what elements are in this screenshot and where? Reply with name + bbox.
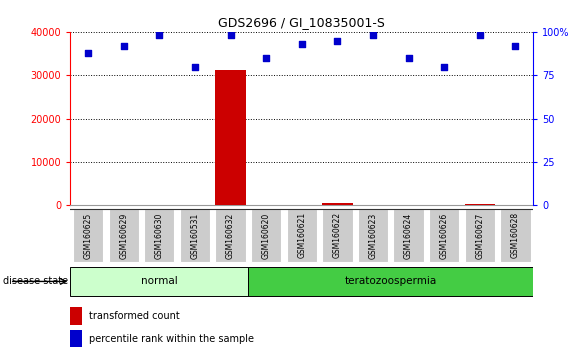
Bar (322, 202, 353, 205)
Point (190, 64, 200, 69)
FancyBboxPatch shape (251, 209, 281, 262)
FancyBboxPatch shape (248, 267, 533, 296)
FancyBboxPatch shape (70, 267, 248, 296)
Point (333, 38, 342, 44)
Text: GSM160621: GSM160621 (297, 212, 306, 258)
FancyBboxPatch shape (144, 209, 175, 262)
Point (155, 33, 164, 38)
FancyBboxPatch shape (216, 209, 246, 262)
FancyBboxPatch shape (465, 209, 495, 262)
FancyBboxPatch shape (500, 209, 530, 262)
Text: GSM160623: GSM160623 (369, 212, 377, 258)
FancyBboxPatch shape (73, 209, 103, 262)
Text: GSM160627: GSM160627 (475, 212, 485, 258)
Point (369, 33, 378, 38)
Bar (465, 204, 495, 205)
Text: GSM160620: GSM160620 (262, 212, 271, 258)
FancyBboxPatch shape (108, 209, 139, 262)
FancyBboxPatch shape (358, 209, 388, 262)
Point (475, 33, 485, 38)
Text: GSM160626: GSM160626 (440, 212, 449, 258)
Point (511, 43, 520, 48)
FancyBboxPatch shape (429, 209, 459, 262)
Text: GSM160628: GSM160628 (511, 212, 520, 258)
Point (440, 64, 449, 69)
Text: teratozoospermia: teratozoospermia (345, 276, 437, 286)
Bar (216, 70, 246, 205)
Text: transformed count: transformed count (89, 311, 179, 321)
Point (297, 41, 306, 47)
Bar (70, 330, 82, 348)
FancyBboxPatch shape (393, 209, 424, 262)
Text: percentile rank within the sample: percentile rank within the sample (89, 333, 254, 344)
Text: GSM160629: GSM160629 (119, 212, 128, 258)
Point (83, 50, 93, 56)
FancyBboxPatch shape (180, 209, 210, 262)
Text: GSM160625: GSM160625 (84, 212, 93, 258)
Text: normal: normal (141, 276, 178, 286)
Point (119, 43, 128, 48)
Point (404, 55, 413, 61)
Text: GSM160632: GSM160632 (226, 212, 235, 258)
Text: GSM160630: GSM160630 (155, 212, 164, 259)
Point (226, 33, 235, 38)
Text: GSM160531: GSM160531 (190, 212, 199, 258)
Point (261, 55, 271, 61)
Bar (70, 307, 82, 325)
FancyBboxPatch shape (287, 209, 317, 262)
Text: GSM160622: GSM160622 (333, 212, 342, 258)
Text: disease state: disease state (3, 276, 68, 286)
Text: GSM160624: GSM160624 (404, 212, 413, 258)
FancyBboxPatch shape (322, 209, 353, 262)
Title: GDS2696 / GI_10835001-S: GDS2696 / GI_10835001-S (219, 16, 385, 29)
